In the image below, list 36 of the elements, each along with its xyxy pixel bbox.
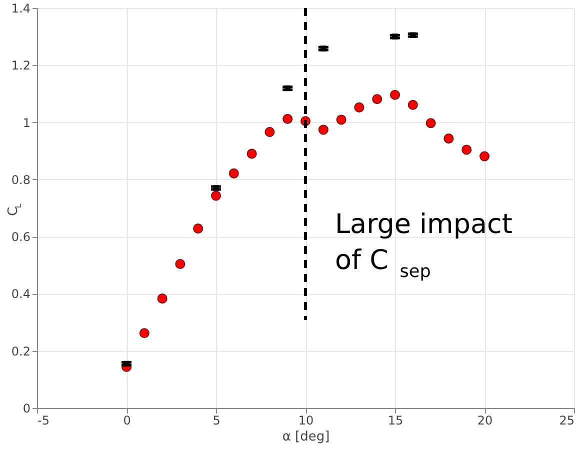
x-tick-label: -5: [38, 414, 50, 428]
x-axis-title: α [deg]: [282, 430, 330, 444]
point: [336, 114, 346, 125]
y-tick-label: 0.2: [11, 344, 30, 358]
point: [264, 127, 275, 137]
y-tick-label: 0.6: [11, 230, 30, 244]
point: [210, 190, 222, 201]
y-tick-label: 0.4: [11, 287, 30, 302]
point: [246, 148, 257, 159]
x-tick-label: 0: [123, 414, 131, 428]
y-axis-title: CL: [6, 203, 23, 216]
y-tick-label: 0: [22, 402, 30, 416]
y-tick-label: 1.4: [11, 2, 30, 16]
x-tick-label: 5: [212, 414, 220, 428]
y-tick-label: 1.2: [11, 58, 30, 73]
x-tick-label: 15: [388, 414, 404, 428]
point: [175, 259, 186, 269]
point: [228, 168, 239, 178]
point: [139, 328, 150, 338]
point: [372, 94, 382, 104]
x-tick-label: 20: [477, 414, 493, 428]
point: [193, 224, 204, 234]
point: [444, 134, 454, 144]
point: [479, 151, 490, 162]
x-tick-label: 10: [298, 414, 314, 428]
point: [354, 102, 364, 112]
point: [157, 294, 168, 304]
point: [282, 114, 293, 124]
x-tick-label: 25: [559, 414, 574, 428]
point: [426, 118, 436, 128]
y-tick-label: 1: [22, 116, 30, 130]
point: [462, 144, 472, 155]
point: [318, 124, 328, 135]
y-tick-label: 0.8: [11, 172, 30, 187]
point: [390, 90, 400, 100]
point: [408, 100, 418, 110]
